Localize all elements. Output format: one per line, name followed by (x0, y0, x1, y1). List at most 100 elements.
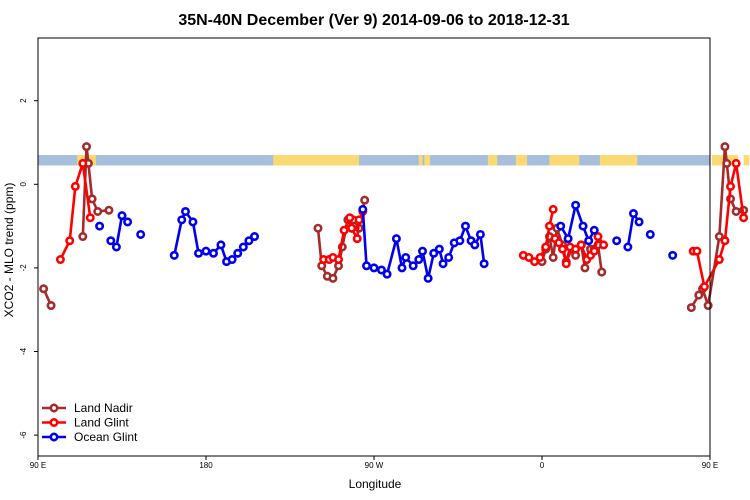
land-nadir-point (93, 206, 103, 216)
land-nadir-point (722, 158, 732, 168)
legend-label-land-nadir: Land Nadir (74, 401, 133, 415)
ocean-glint-point (111, 242, 121, 252)
land-band (487, 155, 498, 166)
ocean-glint-point (216, 240, 226, 250)
ocean-glint-point (227, 255, 237, 265)
ocean-glint-point (362, 261, 372, 271)
ocean-glint-point (401, 252, 411, 262)
ocean-glint-point (233, 248, 243, 258)
ocean-glint-point (358, 204, 368, 214)
ocean-glint-point (180, 206, 190, 216)
land-nadir-point (731, 206, 741, 216)
land-glint-point (339, 225, 349, 235)
land-glint-point (352, 234, 362, 244)
land-glint-point (726, 181, 736, 191)
ocean-glint-point (571, 200, 581, 210)
ocean-glint-point (106, 236, 116, 246)
land-nadir-point (360, 195, 370, 205)
land-glint-point (699, 282, 709, 292)
legend-marker-land-nadir (49, 403, 59, 413)
land-nadir-point (328, 273, 338, 283)
ocean-glint-point (479, 259, 489, 269)
ocean-glint-point (194, 248, 204, 258)
legend-label-ocean-glint: Ocean Glint (74, 430, 138, 444)
ocean-glint-point (589, 225, 599, 235)
land-glint-point (70, 181, 80, 191)
ocean-glint-point (250, 232, 260, 242)
ocean-glint-point (563, 234, 573, 244)
y-tick-label: 2 (19, 98, 28, 103)
land-glint-point (535, 252, 545, 262)
ocean-band (38, 155, 710, 166)
ocean-glint-point (188, 217, 198, 227)
land-glint-point (599, 240, 609, 250)
land-band (273, 155, 360, 166)
ocean-glint-point (208, 248, 218, 258)
ocean-glint-point (623, 242, 633, 252)
land-glint-point (334, 255, 344, 265)
land-glint-point (347, 223, 357, 233)
ocean-glint-point (628, 209, 638, 219)
ocean-glint-point (460, 221, 470, 231)
ocean-glint-point (123, 217, 133, 227)
ocean-glint-point (418, 246, 428, 256)
series-land-nadir (39, 142, 749, 313)
ocean-glint-point (201, 246, 211, 256)
land-glint-point (55, 255, 65, 265)
land-nadir-point (313, 223, 323, 233)
land-glint-point (714, 255, 724, 265)
ocean-glint-point (117, 211, 127, 221)
ocean-glint-point (475, 229, 485, 239)
ocean-glint-point (408, 261, 418, 271)
ocean-glint-point (238, 242, 248, 252)
ocean-glint-point (382, 269, 392, 279)
ocean-glint-point (634, 217, 644, 227)
y-tick-label: -4 (19, 347, 28, 355)
land-nadir-point (87, 194, 97, 204)
land-glint-point (692, 246, 702, 256)
land-band (599, 155, 638, 166)
land-glint-point (65, 236, 75, 246)
land-glint-line (693, 162, 745, 289)
land-glint-point (548, 204, 558, 214)
land-nadir-point (714, 232, 724, 242)
ocean-glint-point (369, 263, 379, 273)
land-glint-point (544, 221, 554, 231)
land-nadir-line (690, 145, 738, 309)
x-axis: 90 E 180 90 W 0 90 E (30, 456, 718, 470)
y-axis: 2 0 -2 -4 -6 (19, 98, 38, 439)
land-glint-point (530, 257, 540, 267)
y-tick-label: -2 (19, 264, 28, 272)
land-ocean-strip (38, 155, 750, 166)
ocean-glint-point (556, 221, 566, 231)
ocean-glint-point (455, 236, 465, 246)
land-nadir-point (597, 267, 607, 277)
land-band (515, 155, 528, 166)
land-nadir-point (39, 284, 49, 294)
land-glint-point (558, 244, 568, 254)
chart-title: 35N-40N December (Ver 9) 2014-09-06 to 2… (178, 12, 569, 29)
land-glint-line (59, 162, 92, 261)
land-glint-point (345, 213, 355, 223)
x-tick-label: 90 W (365, 461, 384, 470)
ocean-glint-point (434, 244, 444, 254)
ocean-glint-point (429, 248, 439, 258)
land-glint-point (561, 259, 571, 269)
land-glint-point (731, 158, 741, 168)
land-band (549, 155, 580, 166)
land-nadir-point (694, 290, 704, 300)
series-ocean-glint (95, 200, 678, 283)
land-nadir-point (46, 301, 56, 311)
ocean-glint-point (376, 265, 386, 275)
land-nadir-point (720, 142, 730, 152)
ocean-glint-point (423, 273, 433, 283)
ocean-glint-point (438, 259, 448, 269)
land-glint-point (524, 252, 534, 262)
land-band (418, 155, 423, 166)
land-nadir-point (580, 263, 590, 273)
ocean-glint-point (177, 215, 187, 225)
ocean-glint-point (668, 250, 678, 260)
x-tick-label: 180 (199, 461, 213, 470)
ocean-glint-point (391, 234, 401, 244)
